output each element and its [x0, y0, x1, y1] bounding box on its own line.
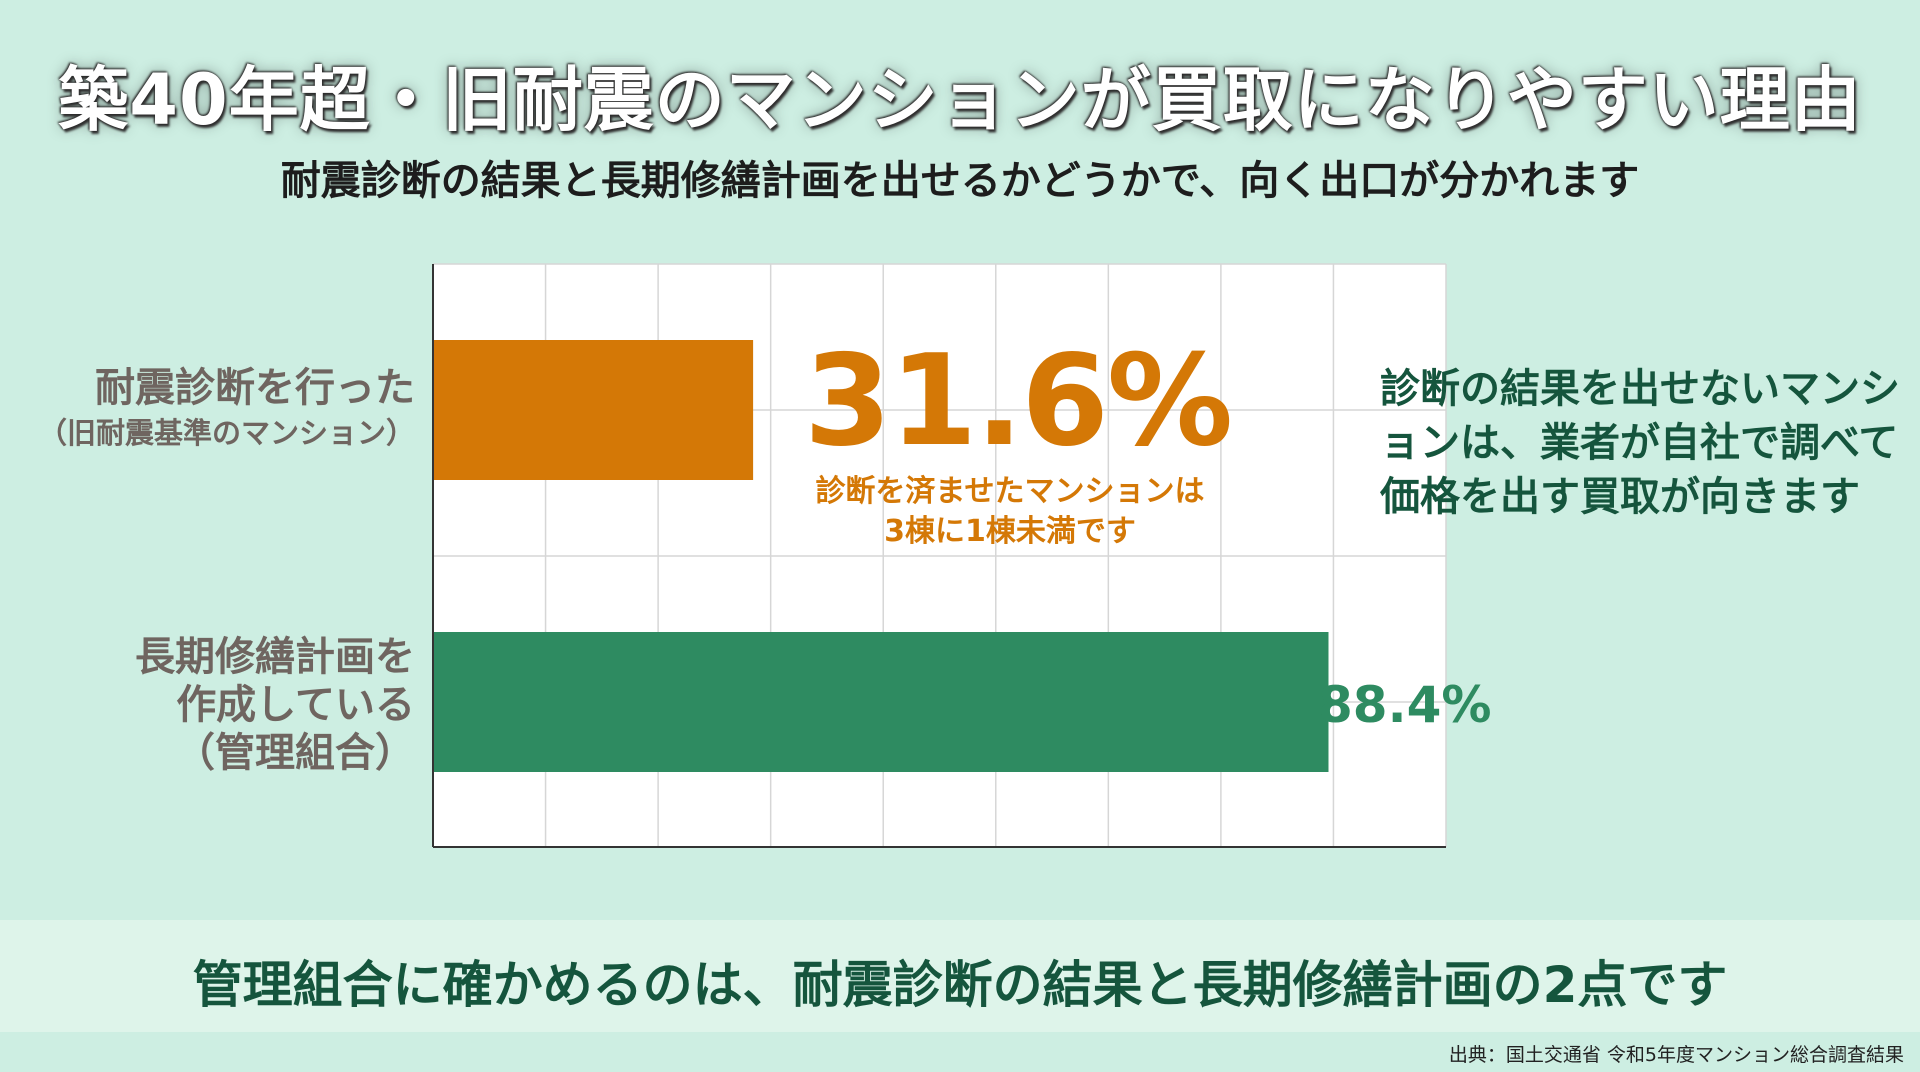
bar2-value-label: 88.4%	[1318, 676, 1492, 734]
page-title: 築40年超・旧耐震のマンションが買取になりやすい理由	[58, 59, 1862, 141]
bar1-annotation-line1: 診断を済ませたマンションは	[815, 474, 1205, 509]
bar1-annotation-line2: 3棟に1棟未満です	[884, 514, 1136, 549]
side-note: 診断の結果を出せないマンションは、業者が自社で調べて価格を出す買取が向きます	[1380, 366, 1900, 520]
category-label-repair-plan-line2: 作成している	[176, 682, 415, 728]
source-citation: 出典：国土交通省 令和5年度マンション総合調査結果	[1448, 1044, 1904, 1066]
page-subtitle: 耐震診断の結果と長期修繕計画を出せるかどうかで、向く出口が分かれます	[280, 158, 1640, 204]
footer-message: 管理組合に確かめるのは、耐震診断の結果と長期修繕計画の2点です	[192, 956, 1728, 1014]
bar-2	[433, 632, 1329, 772]
bar1-annotation: 診断を済ませたマンションは 3棟に1棟未満です	[790, 472, 1230, 552]
category-label-repair-plan-line3: （管理組合）	[175, 730, 415, 776]
category-sublabel-seismic-diagnosis: （旧耐震基準のマンション）	[37, 416, 415, 450]
category-label-seismic-diagnosis: 耐震診断を行った	[95, 365, 415, 411]
footer-band	[0, 920, 1920, 1032]
bar1-value-label: 31.6%	[804, 327, 1233, 474]
category-label-repair-plan-line1: 長期修繕計画を	[135, 634, 415, 680]
bar-1	[433, 340, 754, 480]
